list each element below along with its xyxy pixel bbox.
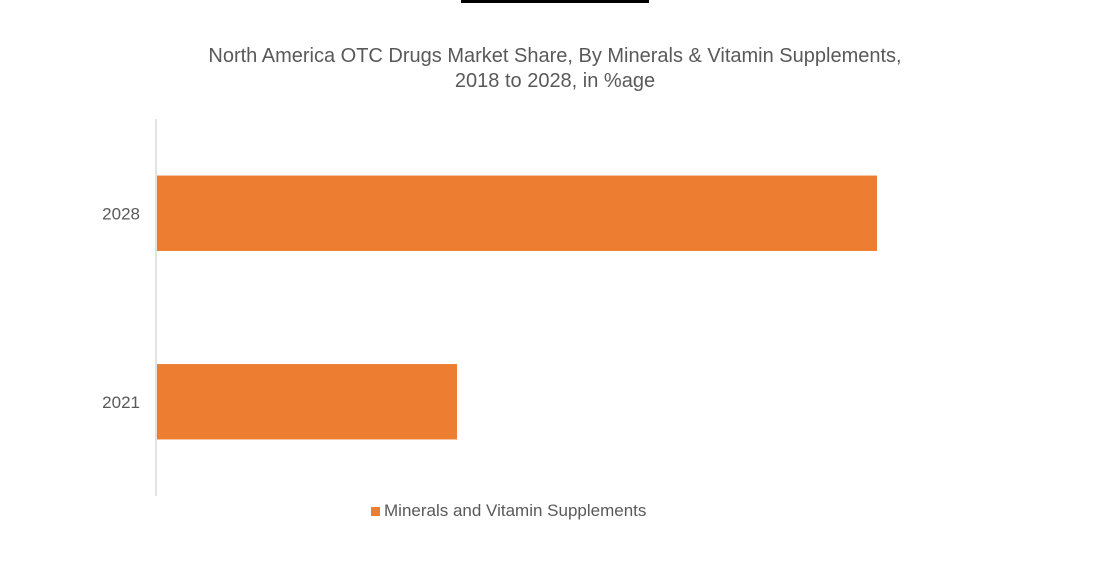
y-tick-label-2028: 2028 (102, 204, 140, 223)
bar-2028 (157, 175, 877, 251)
legend-swatch (371, 506, 380, 516)
chart-legend: Minerals and Vitamin Supplements (371, 501, 646, 521)
bar-2021 (157, 364, 457, 440)
legend-label: Minerals and Vitamin Supplements (384, 501, 647, 520)
chart-title: North America OTC Drugs Market Share, By… (208, 45, 902, 92)
header-bar (461, 0, 649, 3)
y-tick-label-2021: 2021 (102, 393, 140, 412)
